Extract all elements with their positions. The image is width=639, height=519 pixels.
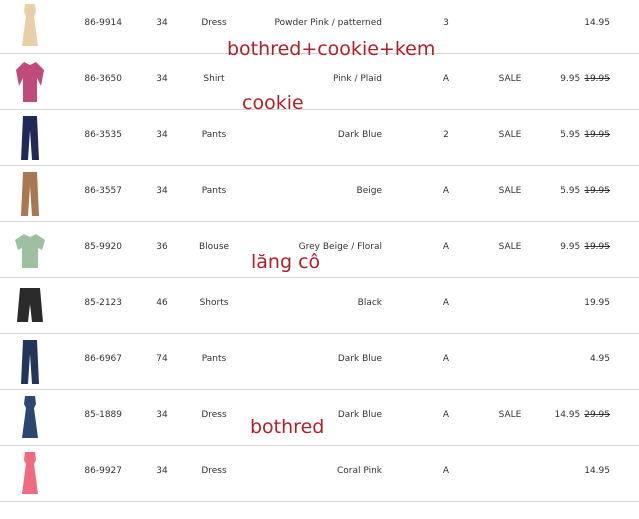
product-color: Dark Blue [337,410,382,420]
product-grade: 3 [443,18,449,28]
product-code: 86-3535 [84,130,122,140]
product-size: 34 [156,410,168,420]
dress-icon[interactable] [14,2,46,48]
product-type: Dress [201,466,227,476]
sale-price: 5.95 [560,130,581,140]
sale-price: 5.95 [560,186,581,196]
blouse-icon[interactable] [14,226,46,272]
product-size: 36 [156,242,168,252]
product-type: Shirt [203,74,225,84]
dress-icon[interactable] [14,394,46,440]
sale-badge: SALE [498,410,522,420]
product-color: Pink / Plaid [332,74,382,84]
product-type: Dress [201,18,227,28]
product-grade: A [442,74,450,84]
table-row[interactable]: 85-9920 36 Blouse Grey Beige / Floral A … [0,222,639,278]
shirt-icon[interactable] [14,58,46,104]
annotation-text: bothred [250,416,325,438]
price: 9.95 19.95 [560,242,610,252]
dress-icon[interactable] [14,450,46,496]
product-color: Dark Blue [337,130,382,140]
annotation-text: bothred+cookie+kem [227,38,436,60]
regular-price: 14.95 [584,466,610,476]
table-row[interactable]: 86-3650 34 Shirt Pink / Plaid A SALE 9.9… [0,54,639,110]
sale-badge: SALE [498,186,522,196]
product-color: Black [357,298,382,308]
annotation-text: lăng cô [251,251,321,273]
sale-badge: SALE [498,130,522,140]
pants-icon[interactable] [14,338,46,384]
sale-badge: SALE [498,74,522,84]
product-code: 86-3650 [84,74,122,84]
shorts-icon[interactable] [14,282,46,328]
product-color: Coral Pink [336,466,382,476]
product-code: 86-3557 [84,186,122,196]
product-size: 34 [156,466,168,476]
price: 9.95 19.95 [560,74,610,84]
sale-price: 9.95 [560,74,581,84]
table-row[interactable]: 86-9927 34 Dress Coral Pink A 14.95 [0,446,639,502]
pants-icon[interactable] [14,114,46,160]
product-type: Pants [201,186,227,196]
original-price: 19.95 [584,74,610,84]
table-row[interactable]: 86-3535 34 Pants Dark Blue 2 SALE 5.95 19… [0,110,639,166]
product-size: 34 [156,186,168,196]
price: 14.95 29.95 [554,410,610,420]
price: 4.95 [590,354,610,364]
table-row[interactable]: 85-2123 46 Shorts Black A 19.95 [0,278,639,334]
regular-price: 19.95 [584,298,610,308]
regular-price: 14.95 [584,18,610,28]
product-grade: A [442,298,450,308]
sale-price: 14.95 [554,410,581,420]
product-code: 86-6967 [84,354,122,364]
product-size: 46 [156,298,168,308]
original-price: 29.95 [584,410,610,420]
product-color: Grey Beige / Floral [298,242,382,252]
table-row[interactable]: 85-1889 34 Dress Dark Blue A SALE 14.95 2… [0,390,639,446]
product-grade: A [442,466,450,476]
product-type: Pants [201,130,227,140]
product-type: Blouse [198,242,230,252]
table-row[interactable]: 86-3557 34 Pants Beige A SALE 5.95 19.95 [0,166,639,222]
product-type: Shorts [199,298,229,308]
sale-badge: SALE [498,242,522,252]
original-price: 19.95 [584,242,610,252]
price: 14.95 [584,18,610,28]
original-price: 19.95 [584,130,610,140]
price: 5.95 19.95 [560,186,610,196]
product-size: 74 [156,354,168,364]
product-color: Powder Pink / patterned [274,18,382,28]
annotation-text: cookie [242,92,304,114]
product-code: 86-9914 [84,18,122,28]
product-color: Beige [356,186,382,196]
price: 14.95 [584,466,610,476]
product-code: 85-2123 [84,298,122,308]
sale-price: 9.95 [560,242,581,252]
product-code: 85-9920 [84,242,122,252]
regular-price: 4.95 [589,354,610,364]
product-color: Dark Blue [337,354,382,364]
pants-icon[interactable] [14,170,46,216]
table-row[interactable]: 86-9914 34 Dress Powder Pink / patterned… [0,0,639,54]
product-code: 85-1889 [84,410,122,420]
product-size: 34 [156,18,168,28]
price: 5.95 19.95 [560,130,610,140]
product-size: 34 [156,130,168,140]
table-row[interactable]: 86-6967 74 Pants Dark Blue A 4.95 [0,334,639,390]
original-price: 19.95 [584,186,610,196]
product-size: 34 [156,74,168,84]
product-grade: 2 [443,130,449,140]
product-grade: A [442,186,450,196]
product-code: 86-9927 [84,466,122,476]
product-type: Pants [201,354,227,364]
product-grade: A [442,354,450,364]
product-type: Dress [201,410,227,420]
price: 19.95 [584,298,610,308]
product-grade: A [442,242,450,252]
product-grade: A [442,410,450,420]
